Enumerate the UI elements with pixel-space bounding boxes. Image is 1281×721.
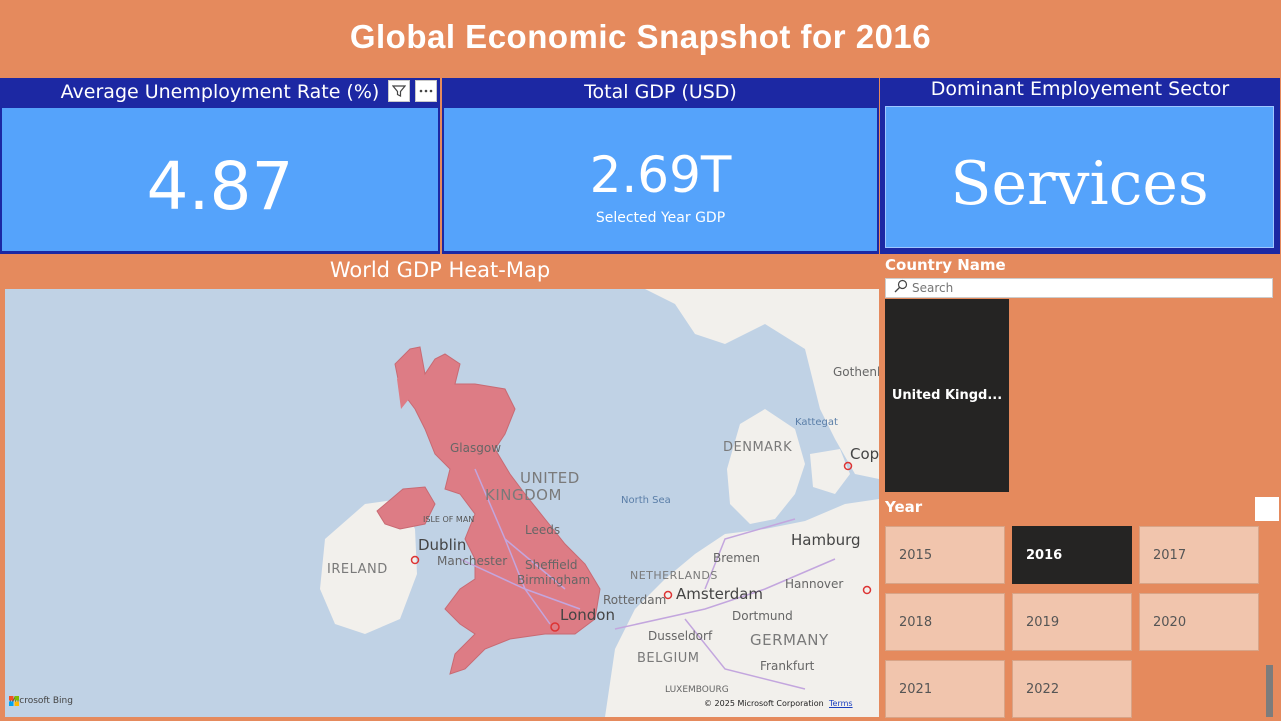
label-frankfurt: Frankfurt [760, 659, 815, 673]
sector-value: Services [950, 149, 1209, 219]
unemployment-card[interactable]: Average Unemployment Rate (%) 4.87 [0, 78, 440, 254]
label-bremen: Bremen [713, 551, 760, 565]
label-cope: Cope [850, 445, 879, 463]
label-dortmund: Dortmund [732, 609, 793, 623]
year-slicer-corner-box [1255, 497, 1279, 521]
more-options-icon[interactable] [415, 80, 437, 102]
gdp-value: 2.69T [589, 146, 732, 204]
label-dublin: Dublin [418, 536, 467, 554]
label-uk-line2: KINGDOM [485, 486, 562, 504]
ireland-land [320, 499, 417, 634]
label-sheffield: Sheffield [525, 558, 578, 572]
label-belgium: BELGIUM [637, 651, 700, 666]
map-attribution: © 2025 Microsoft Corporation [704, 699, 824, 708]
microsoft-logo-icon [9, 696, 19, 706]
label-london: London [560, 606, 615, 624]
hebrides-highlight [397, 369, 409, 409]
search-icon [894, 279, 912, 297]
sector-card-title: Dominant Employement Sector [880, 78, 1280, 102]
bing-logo: Microsoft Bing [9, 696, 73, 706]
sector-card-body: Services [885, 106, 1274, 248]
unemployment-card-title: Average Unemployment Rate (%) [0, 78, 440, 106]
roads [459, 468, 836, 690]
unemployment-value: 4.87 [146, 148, 294, 225]
country-search-box[interactable] [885, 278, 1273, 298]
map-title: World GDP Heat-Map [329, 258, 551, 282]
label-netherlands: NETHERLANDS [630, 569, 718, 582]
label-birmingham: Birmingham [517, 573, 591, 587]
label-hannover: Hannover [785, 577, 844, 591]
year-button-2020[interactable]: 2020 [1139, 593, 1259, 651]
scandinavia-land [645, 289, 879, 479]
label-hamburg: Hamburg [791, 531, 861, 549]
denmark-land [727, 409, 805, 524]
page-title: Global Economic Snapshot for 2016 [349, 18, 932, 55]
label-germany: GERMANY [750, 631, 829, 649]
label-north-sea: North Sea [621, 495, 671, 506]
danish-islands [810, 449, 850, 494]
label-rotterdam: Rotterdam [603, 593, 667, 607]
gdp-map[interactable]: Gothenb Kattegat DENMARK Cope Glasgow UN… [5, 289, 879, 717]
label-dusseldorf: Dusseldorf [648, 629, 713, 643]
country-slicer-title: Country Name [885, 256, 1006, 274]
label-luxembourg: LUXEMBOURG [665, 685, 729, 695]
label-glasgow: Glasgow [450, 441, 502, 455]
filter-icon[interactable] [388, 80, 410, 102]
year-button-2016[interactable]: 2016 [1012, 526, 1132, 584]
great-britain-highlight [394, 346, 601, 675]
northern-ireland-highlight [376, 486, 436, 530]
year-slicer-title: Year [885, 498, 923, 516]
year-button-2017[interactable]: 2017 [1139, 526, 1259, 584]
country-search-input[interactable] [912, 281, 1252, 295]
bing-logo-text: Microsoft Bing [9, 696, 73, 706]
label-ireland: IRELAND [327, 562, 388, 577]
label-manchester: Manchester [437, 554, 508, 568]
label-isle-of-man: ISLE OF MAN [423, 515, 475, 524]
label-kattegat: Kattegat [795, 417, 838, 428]
label-amsterdam: Amsterdam [676, 585, 764, 603]
year-slicer-scrollbar[interactable] [1266, 665, 1273, 717]
year-button-2019[interactable]: 2019 [1012, 593, 1132, 651]
label-uk-line1: UNITED [520, 469, 580, 487]
sector-card[interactable]: Dominant Employement Sector Services [880, 78, 1280, 254]
gdp-card-title: Total GDP (USD) [442, 78, 879, 106]
gdp-card[interactable]: Total GDP (USD) 2.69T Selected Year GDP [442, 78, 879, 254]
map-canvas [320, 289, 879, 717]
gdp-sublabel: Selected Year GDP [595, 210, 726, 226]
year-button-2021[interactable]: 2021 [885, 660, 1005, 718]
unemployment-card-body: 4.87 [2, 108, 438, 251]
label-leeds: Leeds [525, 523, 561, 537]
label-gothenburg: Gothenb [833, 365, 879, 379]
label-denmark: DENMARK [723, 440, 793, 455]
europe-land [605, 499, 879, 717]
map-terms-link[interactable]: Terms [829, 699, 853, 708]
year-button-2022[interactable]: 2022 [1012, 660, 1132, 718]
country-tile-united-kingdom[interactable]: United Kingd... [885, 299, 1009, 492]
gdp-card-body: 2.69T Selected Year GDP [444, 108, 877, 251]
year-button-2018[interactable]: 2018 [885, 593, 1005, 651]
year-button-2015[interactable]: 2015 [885, 526, 1005, 584]
